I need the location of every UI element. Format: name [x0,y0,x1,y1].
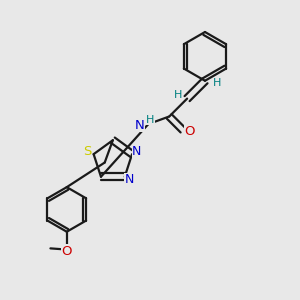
Text: H: H [146,115,154,124]
Text: H: H [213,78,222,88]
Text: O: O [184,125,195,138]
Text: N: N [132,145,142,158]
Text: O: O [61,245,72,258]
Text: N: N [125,173,134,186]
Text: N: N [135,119,145,132]
Text: S: S [83,145,91,158]
Text: H: H [173,90,182,100]
